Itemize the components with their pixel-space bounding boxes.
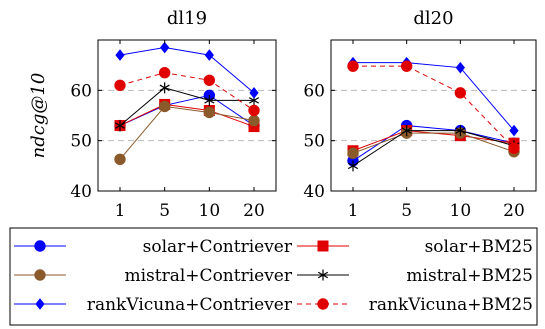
x-tick-label: 1: [348, 201, 359, 221]
data-point: [160, 41, 170, 54]
chart-panel-dl20: 40 50 60 1 5 10 20 dl20: [303, 8, 537, 221]
x-tick-label: 20: [243, 201, 265, 221]
data-point: [203, 106, 216, 119]
legend-label: mistral+BM25: [406, 266, 533, 286]
legend-marker: [35, 298, 45, 310]
legend-label: solar+BM25: [425, 237, 533, 257]
legend-item-rankVicuna+BM25: rankVicuna+BM25: [297, 295, 533, 315]
series-solar+BM25: [114, 98, 260, 133]
legend-item-mistral+Contriever: mistral+Contriever: [14, 266, 293, 286]
series-rankVicuna+Contriever: [115, 41, 259, 99]
data-point: [115, 49, 125, 61]
chart-panel-dl19: 40 50 60 1 5 10 20 dl19 ndcg@10: [28, 8, 277, 221]
data-point: [454, 87, 467, 99]
x-tick-label: 20: [503, 201, 525, 221]
legend-marker: [317, 298, 329, 310]
chart-title: dl19: [167, 8, 207, 29]
data-point: [455, 61, 465, 74]
series-mistral+BM25: [114, 82, 260, 132]
x-tick-label: 5: [159, 201, 170, 221]
legend-label: solar+Contriever: [143, 237, 293, 257]
data-point: [114, 79, 126, 92]
plot-frame: [97, 39, 277, 192]
data-point: [158, 67, 171, 79]
chart-title: dl20: [413, 8, 453, 29]
legend-item-solar+BM25: solar+BM25: [297, 237, 533, 257]
series-line: [352, 132, 515, 154]
legend-label: rankVicuna+Contriever: [87, 295, 293, 315]
x-tick-label: 1: [115, 201, 126, 221]
series-rankVicuna+BM25: [347, 60, 520, 154]
data-point: [401, 125, 412, 137]
legend-marker: [317, 240, 329, 252]
series-line: [119, 47, 255, 94]
y-tick-label: 60: [70, 81, 92, 101]
series-line: [353, 62, 515, 131]
data-point: [204, 49, 214, 61]
y-tick-label: 50: [70, 132, 92, 152]
series-rankVicuna+BM25: [114, 67, 260, 117]
x-tick-label: 5: [401, 201, 412, 221]
x-tick-label: 10: [199, 201, 221, 221]
y-tick-label: 40: [303, 182, 325, 202]
y-axis-label: ndcg@10: [28, 73, 49, 159]
series-line: [119, 72, 255, 111]
data-point: [159, 82, 170, 94]
legend: solar+Contriever solar+BM25 mistral+Contri…: [9, 227, 538, 326]
x-tick-label: 10: [450, 201, 472, 221]
series-line: [119, 87, 254, 126]
plot-frame: [330, 39, 537, 192]
data-point: [508, 142, 520, 154]
data-point: [204, 94, 215, 106]
series-line: [353, 65, 515, 149]
data-point: [248, 114, 260, 127]
series-line: [119, 105, 255, 160]
series-line: [119, 94, 255, 127]
series-line: [352, 130, 515, 167]
legend-marker: [34, 269, 46, 281]
data-point: [203, 74, 216, 86]
y-tick-label: 40: [70, 182, 92, 202]
y-tick-label: 50: [303, 132, 325, 152]
legend-item-solar+Contriever: solar+Contriever: [14, 237, 293, 257]
data-point: [114, 153, 126, 165]
data-point: [249, 87, 259, 99]
series-rankVicuna+Contriever: [348, 56, 519, 137]
data-point: [347, 160, 359, 172]
series-mistral+Contriever: [114, 100, 260, 165]
series-mistral+BM25: [347, 125, 520, 172]
series-line: [119, 103, 255, 128]
legend-label: mistral+Contriever: [125, 266, 293, 286]
data-point: [114, 120, 126, 132]
legend-box: [9, 227, 538, 326]
data-point: [400, 60, 413, 72]
legend-item-rankVicuna+Contriever: rankVicuna+Contriever: [14, 295, 293, 315]
data-point: [347, 147, 359, 159]
legend-marker: [317, 269, 329, 281]
data-point: [248, 104, 260, 117]
data-point: [347, 60, 359, 72]
data-point: [455, 125, 466, 137]
data-point: [509, 124, 519, 137]
legend-item-mistral+BM25: mistral+BM25: [297, 266, 533, 286]
series-solar+Contriever: [114, 89, 260, 132]
legend-label: rankVicuna+BM25: [369, 295, 533, 315]
data-point: [158, 100, 171, 113]
y-tick-label: 60: [303, 81, 325, 101]
legend-marker: [34, 240, 46, 252]
